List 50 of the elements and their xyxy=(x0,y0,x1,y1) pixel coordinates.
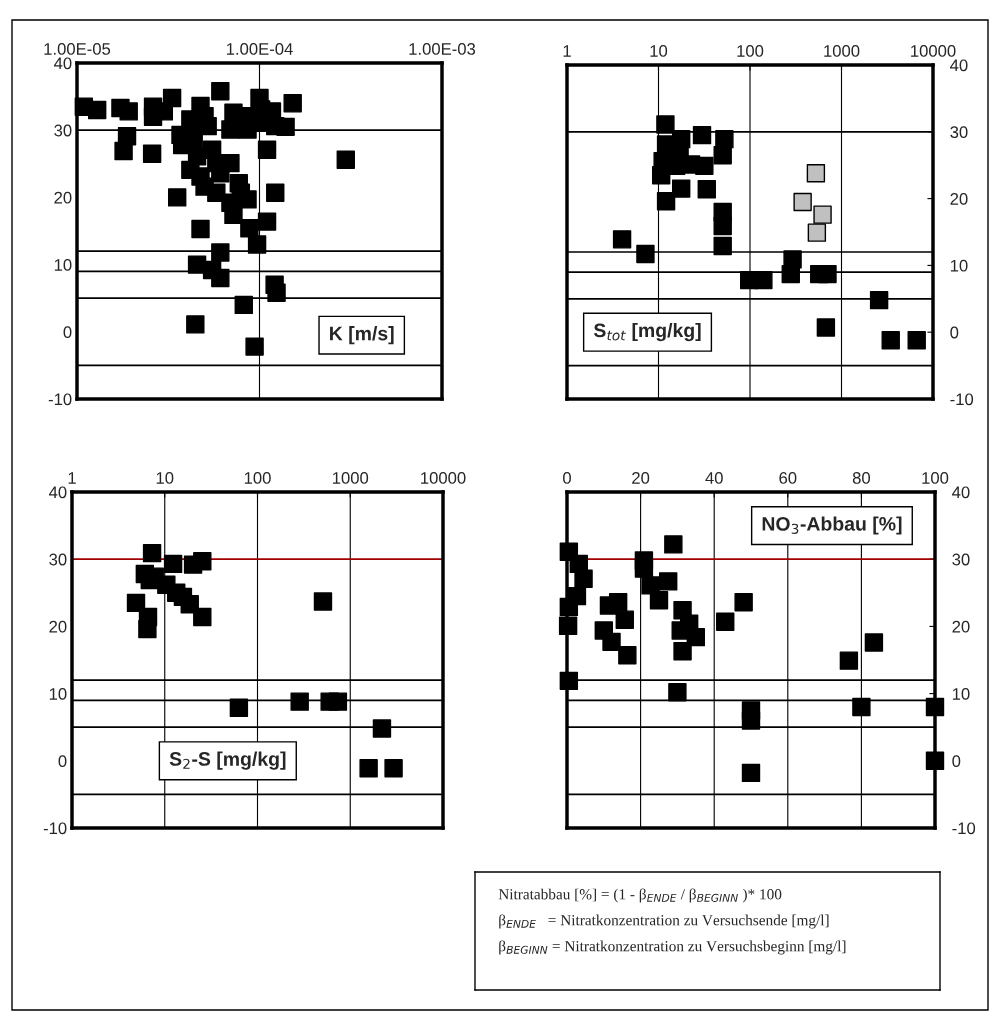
y-tick-label: 10 xyxy=(950,259,968,272)
x-axis-title: K [m/s] xyxy=(330,326,394,345)
x-tick-label: 1.00E-04 xyxy=(226,43,293,55)
x-tick-label: 1 xyxy=(68,472,76,484)
x-tick-label: 40 xyxy=(705,472,723,484)
x-tick-label: 20 xyxy=(632,472,650,484)
x-axis-title: S$_{2}$-S [mg/kg] xyxy=(169,751,286,770)
y-tick-label: 0 xyxy=(58,755,67,767)
y-tick-label: 0 xyxy=(63,326,72,338)
x-tick-label: 10000 xyxy=(421,472,466,484)
x-tick-label: 10000 xyxy=(911,45,956,57)
y-tick-label: 30 xyxy=(950,126,968,138)
y-tick-label: 30 xyxy=(54,124,72,137)
text: β$_{ENDE}$ = Nitratkonzentration zu Versuchsende [mg/l] xyxy=(499,914,829,929)
x-tick-label: 80 xyxy=(852,472,871,484)
y-tick-label: 40 xyxy=(950,59,968,72)
y-tick-label: 20 xyxy=(49,620,67,633)
y-tick-label: 40 xyxy=(53,57,72,70)
y-tick-label: 0 xyxy=(952,755,961,767)
y-tick-label: 40 xyxy=(952,486,970,499)
y-tick-label: 30 xyxy=(49,553,67,566)
x-tick-label: 1000 xyxy=(332,472,369,484)
y-tick-label: 20 xyxy=(54,191,72,204)
y-tick-label: -10 xyxy=(48,393,72,406)
y-tick-label: 0 xyxy=(950,326,959,339)
x-tick-label: 1 xyxy=(563,45,571,57)
y-tick-label: 10 xyxy=(49,688,67,700)
y-tick-label: 40 xyxy=(48,486,67,499)
x-axis-title: S$_{tot}$ [mg/kg] xyxy=(593,322,701,342)
y-tick-label: 10 xyxy=(952,688,970,700)
y-tick-label: 30 xyxy=(952,553,970,566)
y-tick-label: 10 xyxy=(54,259,72,271)
x-axis-title: NO$_{3}$-Abbau [%] xyxy=(762,516,902,535)
x-tick-label: 1.00E-03 xyxy=(409,43,476,55)
text: β$_{BEGINN}$ = Nitratkonzentration zu Versuchsbeginn [mg/l] xyxy=(499,940,846,955)
x-tick-label: 0 xyxy=(563,472,571,484)
x-tick-label: 10 xyxy=(156,472,174,484)
x-tick-label: 100 xyxy=(737,45,764,57)
x-tick-label: 100 xyxy=(922,472,949,484)
y-tick-label: 20 xyxy=(950,193,968,205)
x-tick-label: 1000 xyxy=(824,45,860,57)
text: Nitratabbau [%] = (1 - β$_{ENDE}$ / β$_{BEGINN}$ )* 100 xyxy=(498,888,782,903)
x-tick-label: 100 xyxy=(244,472,271,484)
y-tick-label: -10 xyxy=(950,393,974,406)
y-tick-label: -10 xyxy=(43,822,67,835)
x-tick-label: 1.00E-05 xyxy=(44,43,111,55)
y-tick-label: -10 xyxy=(952,822,976,835)
y-tick-label: 20 xyxy=(952,620,970,633)
x-tick-label: 60 xyxy=(779,472,797,484)
x-tick-label: 10 xyxy=(650,45,668,57)
